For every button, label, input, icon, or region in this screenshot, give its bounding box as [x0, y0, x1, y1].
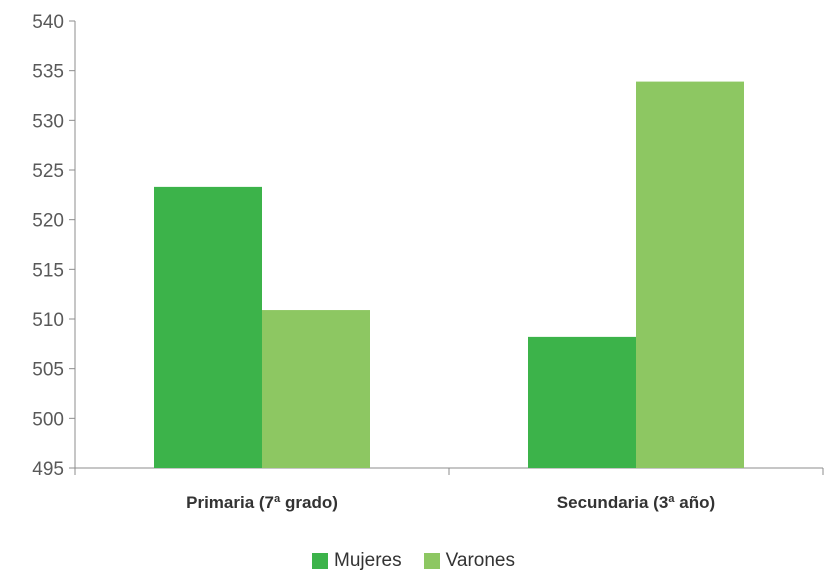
- y-tick-label: 515: [32, 260, 64, 281]
- y-tick-label: 535: [32, 62, 64, 83]
- bar-varones: [262, 310, 370, 468]
- bar-varones: [636, 81, 744, 469]
- y-tick-label: 540: [32, 12, 64, 33]
- legend-swatch-mujeres: [312, 552, 329, 569]
- bar-mujeres: [528, 336, 636, 468]
- y-tick-label: 505: [32, 360, 64, 381]
- bar-mujeres: [154, 186, 262, 469]
- x-category-label: Primaria (7ª grado): [186, 493, 338, 512]
- y-tick-label: 525: [32, 161, 64, 182]
- y-tick-label: 520: [32, 211, 64, 232]
- y-tick-label: 500: [32, 409, 64, 430]
- x-axis: Primaria (7ª grado) Secundaria (3ª año): [74, 467, 824, 512]
- x-category-label: Secundaria (3ª año): [557, 493, 715, 512]
- legend-item-mujeres: Mujeres: [312, 550, 402, 572]
- y-tick-label: 495: [32, 459, 64, 480]
- y-axis: 495 500 505 510 515 520 525 530 535 540: [32, 12, 76, 480]
- legend: Mujeres Varones: [0, 548, 827, 573]
- y-tick-label: 530: [32, 111, 64, 132]
- legend-swatch-varones: [423, 552, 440, 569]
- bar-chart: 495 500 505 510 515 520 525 530 535 540 Primaria …: [32, 12, 824, 512]
- y-tick-label: 510: [32, 310, 64, 331]
- legend-label-varones: Varones: [445, 549, 515, 571]
- bars: [154, 81, 744, 469]
- legend-label-mujeres: Mujeres: [334, 549, 402, 571]
- legend-item-varones: Varones: [423, 549, 515, 572]
